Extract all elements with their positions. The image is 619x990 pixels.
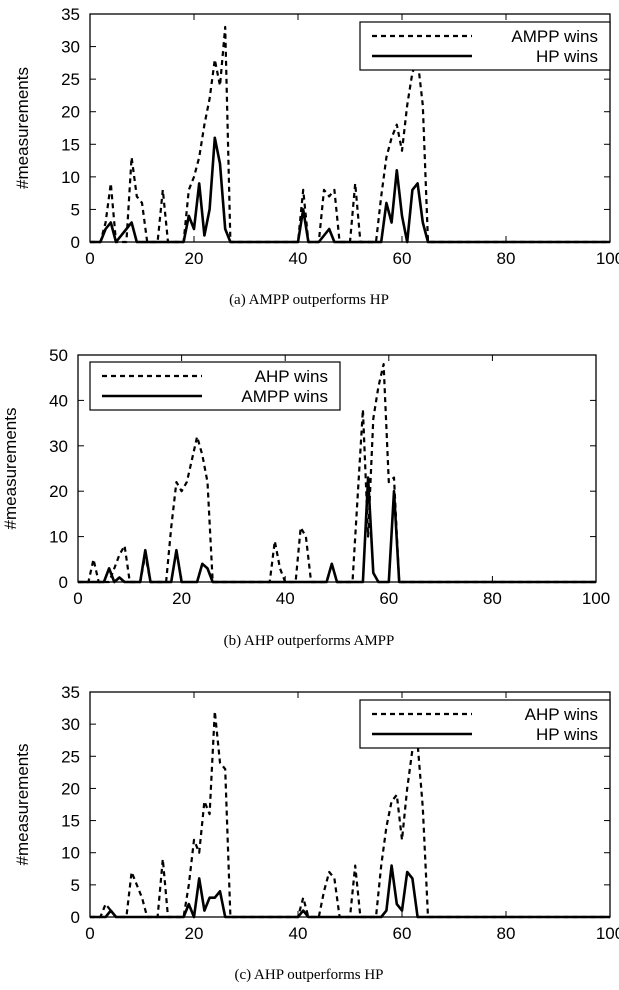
y-tick-label: 0: [71, 233, 80, 252]
legend-label: HP wins: [536, 725, 598, 744]
chart-caption: (b) AHP outperforms AMPP: [224, 633, 395, 649]
x-tick-label: 60: [393, 249, 412, 268]
y-tick-label: 10: [49, 528, 68, 547]
series-line-dashed: [90, 710, 610, 919]
y-axis-label: #measurements: [13, 744, 32, 866]
x-tick-label: 0: [73, 589, 82, 608]
x-tick-label: 80: [483, 589, 502, 608]
y-tick-label: 15: [61, 812, 80, 831]
y-tick-label: 0: [59, 573, 68, 592]
y-tick-label: 35: [61, 5, 80, 24]
y-axis-label: #measurements: [1, 408, 20, 530]
chart-c: 0 20 40 60 80 100 0 5 10 15 20 25 30 35 #measurements A…: [13, 683, 619, 983]
y-tick-label: 30: [49, 437, 68, 456]
y-tick-label: 25: [61, 70, 80, 89]
x-tick-label: 100: [596, 924, 619, 943]
chart-panel-a: 0 20 40 60 80 100 0 5 10 15 20 25 30 35 #measurements A…: [0, 0, 619, 330]
y-axis-label: #measurements: [13, 67, 32, 189]
y-tick-label: 10: [61, 844, 80, 863]
y-tick-label: 10: [61, 168, 80, 187]
y-tick-label: 35: [61, 683, 80, 702]
x-tick-label: 100: [596, 249, 619, 268]
x-tick-label: 80: [497, 249, 516, 268]
y-tick-label: 25: [61, 747, 80, 766]
x-tick-label: 20: [172, 589, 191, 608]
y-tick-label: 20: [49, 482, 68, 501]
series-line-solid: [78, 476, 596, 584]
x-tick-label: 80: [497, 924, 516, 943]
x-tick-label: 0: [85, 924, 94, 943]
y-tick-label: 50: [49, 346, 68, 365]
y-tick-label: 30: [61, 715, 80, 734]
y-tick-label: 0: [71, 908, 80, 927]
x-tick-label: 60: [379, 589, 398, 608]
legend-label: HP wins: [536, 47, 598, 66]
y-tick-label: 40: [49, 391, 68, 410]
y-tick-label: 15: [61, 135, 80, 154]
x-tick-label: 20: [185, 924, 204, 943]
x-tick-label: 60: [393, 924, 412, 943]
series-line-solid: [90, 136, 610, 244]
legend-label: AHP wins: [525, 705, 598, 724]
x-tick-label: 40: [289, 924, 308, 943]
y-tick-label: 20: [61, 779, 80, 798]
series-line-dashed: [90, 25, 610, 244]
x-tick-label: 40: [289, 249, 308, 268]
legend-box: [89, 361, 341, 411]
legend-box: [359, 21, 611, 71]
y-tick-label: 30: [61, 38, 80, 57]
chart-b: 0 20 40 60 80 100 0 10 20 30 40 50 #measurements AHP …: [1, 346, 610, 649]
x-tick-label: 0: [85, 249, 94, 268]
legend-label: AHP wins: [255, 367, 328, 386]
y-tick-label: 20: [61, 103, 80, 122]
x-tick-label: 100: [582, 589, 610, 608]
x-tick-label: 20: [185, 249, 204, 268]
chart-a: 0 20 40 60 80 100 0 5 10 15 20 25 30 35 #measurements A…: [13, 5, 619, 308]
y-tick-label: 5: [71, 200, 80, 219]
y-tick-label: 5: [71, 876, 80, 895]
legend-label: AMPP wins: [241, 387, 328, 406]
chart-panel-b: 0 20 40 60 80 100 0 10 20 30 40 50 #measurements AHP …: [0, 330, 619, 660]
legend-label: AMPP wins: [511, 27, 598, 46]
chart-caption: (a) AMPP outperforms HP: [229, 292, 389, 308]
chart-panel-c: 0 20 40 60 80 100 0 5 10 15 20 25 30 35 #measurements A…: [0, 660, 619, 990]
chart-caption: (c) AHP outperforms HP: [234, 967, 383, 983]
legend-box: [359, 699, 611, 749]
x-tick-label: 40: [276, 589, 295, 608]
series-line-solid: [90, 864, 610, 919]
